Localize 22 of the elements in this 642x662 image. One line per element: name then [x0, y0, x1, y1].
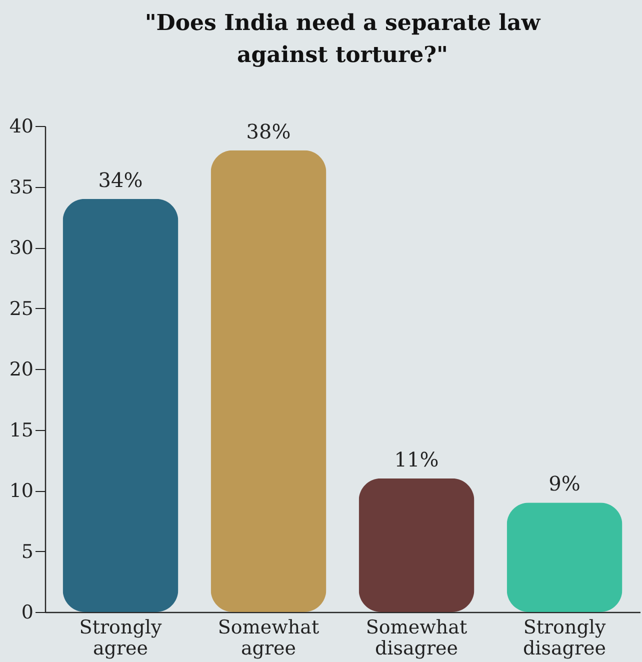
y-tick-label: 25 — [9, 298, 34, 320]
x-tick-label: Somewhat disagree — [366, 616, 468, 660]
bar — [506, 502, 622, 612]
data-label: 11% — [394, 447, 439, 472]
data-label: 9% — [548, 472, 580, 496]
chart-title: "Does India need a separate law against torture?" — [144, 10, 542, 68]
bar — [358, 478, 474, 612]
data-label: 38% — [246, 119, 291, 144]
data-label: 34% — [98, 168, 143, 192]
y-tick-label: 20 — [9, 358, 34, 380]
y-tick-label: 15 — [9, 419, 34, 442]
y-tick-label: 10 — [9, 480, 34, 502]
y-tick-label: 0 — [21, 602, 34, 624]
x-tick-label: Strongly agree — [79, 616, 162, 660]
y-tick-label: 35 — [9, 176, 34, 198]
x-tick-label: Somewhat agree — [218, 616, 320, 660]
y-tick-label: 5 — [21, 540, 34, 563]
x-tick-label: Strongly disagree — [522, 616, 606, 660]
y-tick-label: 40 — [9, 116, 34, 138]
bar — [62, 198, 178, 612]
bar — [210, 150, 326, 612]
y-tick-label: 30 — [9, 237, 34, 259]
